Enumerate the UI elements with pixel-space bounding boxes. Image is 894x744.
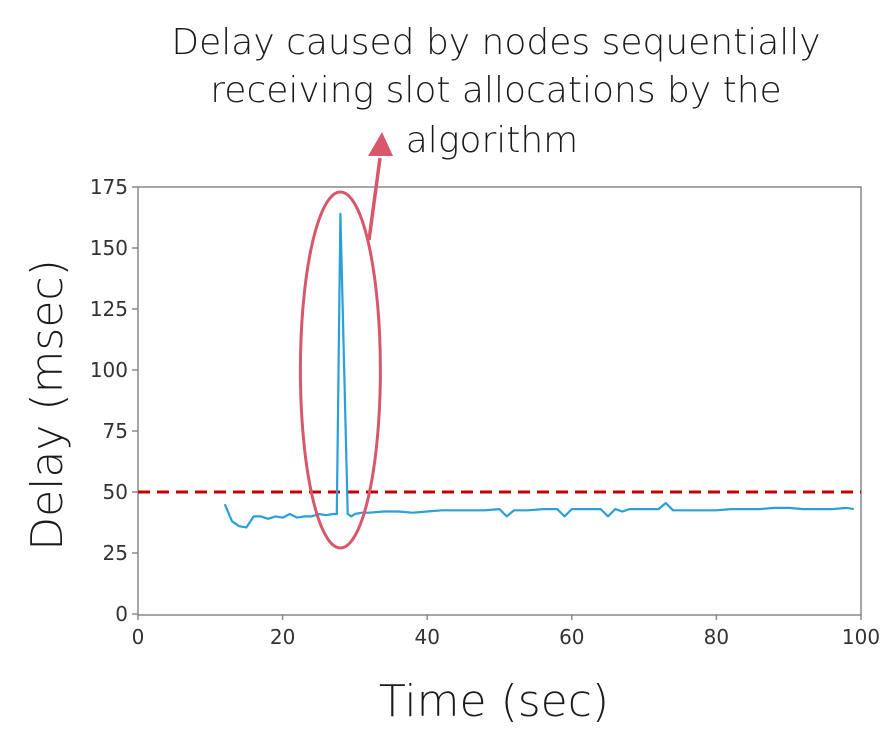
y-axis-label: Delay (msec) <box>22 259 73 551</box>
series-line-0 <box>223 212 854 529</box>
annotation-marks <box>298 132 393 550</box>
annotation-arrowhead <box>368 132 393 156</box>
y-tick-label: 25 <box>103 541 128 565</box>
y-tick-label: 125 <box>90 297 128 321</box>
x-tick-label: 20 <box>270 625 295 649</box>
y-tick-label: 175 <box>90 175 128 199</box>
x-axis-ticks: 0 20 40 60 80 100 <box>132 614 880 649</box>
annotation-line-2: receiving slot allocations by the <box>210 70 781 111</box>
annotation-line-3: algorithm <box>406 120 579 161</box>
y-tick-label: 150 <box>90 236 128 260</box>
annotation-arrow-shaft <box>367 157 382 241</box>
x-tick-label: 40 <box>414 625 439 649</box>
x-tick-label: 80 <box>704 625 729 649</box>
x-tick-label: 100 <box>842 625 880 649</box>
highlight-ellipse <box>298 190 382 550</box>
annotation-text: Delay caused by nodes sequentially recei… <box>171 22 820 161</box>
series-layer <box>223 212 854 529</box>
x-tick-label: 0 <box>132 625 145 649</box>
y-tick-label: 100 <box>90 358 128 382</box>
annotation-line-1: Delay caused by nodes sequentially <box>171 22 820 63</box>
plot-frame <box>137 186 862 616</box>
y-axis-ticks: 0 25 50 75 100 125 150 175 <box>90 175 138 626</box>
y-tick-label: 0 <box>115 602 128 626</box>
y-tick-label: 75 <box>103 419 128 443</box>
y-tick-label: 50 <box>103 480 128 504</box>
x-tick-label: 60 <box>559 625 584 649</box>
x-axis-label: Time (sec) <box>379 676 609 727</box>
